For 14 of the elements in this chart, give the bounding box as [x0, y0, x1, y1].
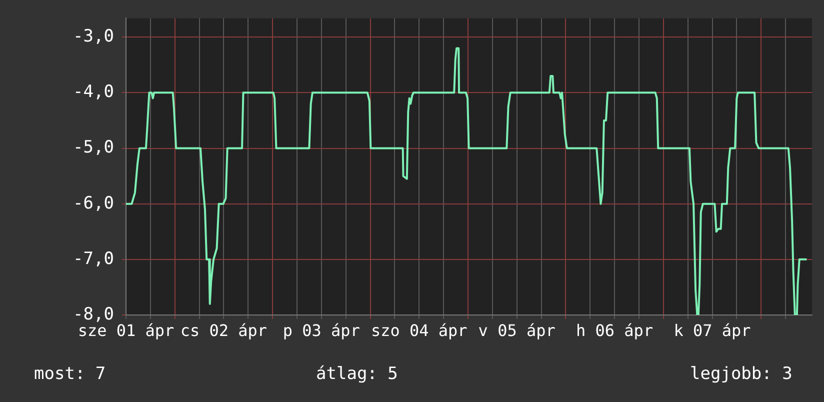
y-tick-label: -7,0	[73, 248, 114, 269]
x-tick-label: k 07 ápr	[674, 320, 752, 340]
y-tick-label: -4,0	[73, 82, 114, 102]
x-tick-label: szo 04 ápr	[370, 320, 468, 340]
y-tick-label: -3,0	[73, 26, 114, 47]
x-tick-label: v 05 ápr	[478, 320, 556, 340]
y-tick-label: -6,0	[73, 193, 114, 214]
text: legjobb: 3	[690, 364, 792, 384]
text: átlag: 5	[316, 364, 398, 384]
text: most: 7	[34, 364, 106, 384]
x-tick-label: p 03 ápr	[282, 320, 360, 340]
x-tick-label: h 06 ápr	[576, 320, 654, 340]
y-tick-label: -5,0	[73, 138, 114, 158]
x-tick-label: cs 02 ápr	[180, 320, 268, 340]
